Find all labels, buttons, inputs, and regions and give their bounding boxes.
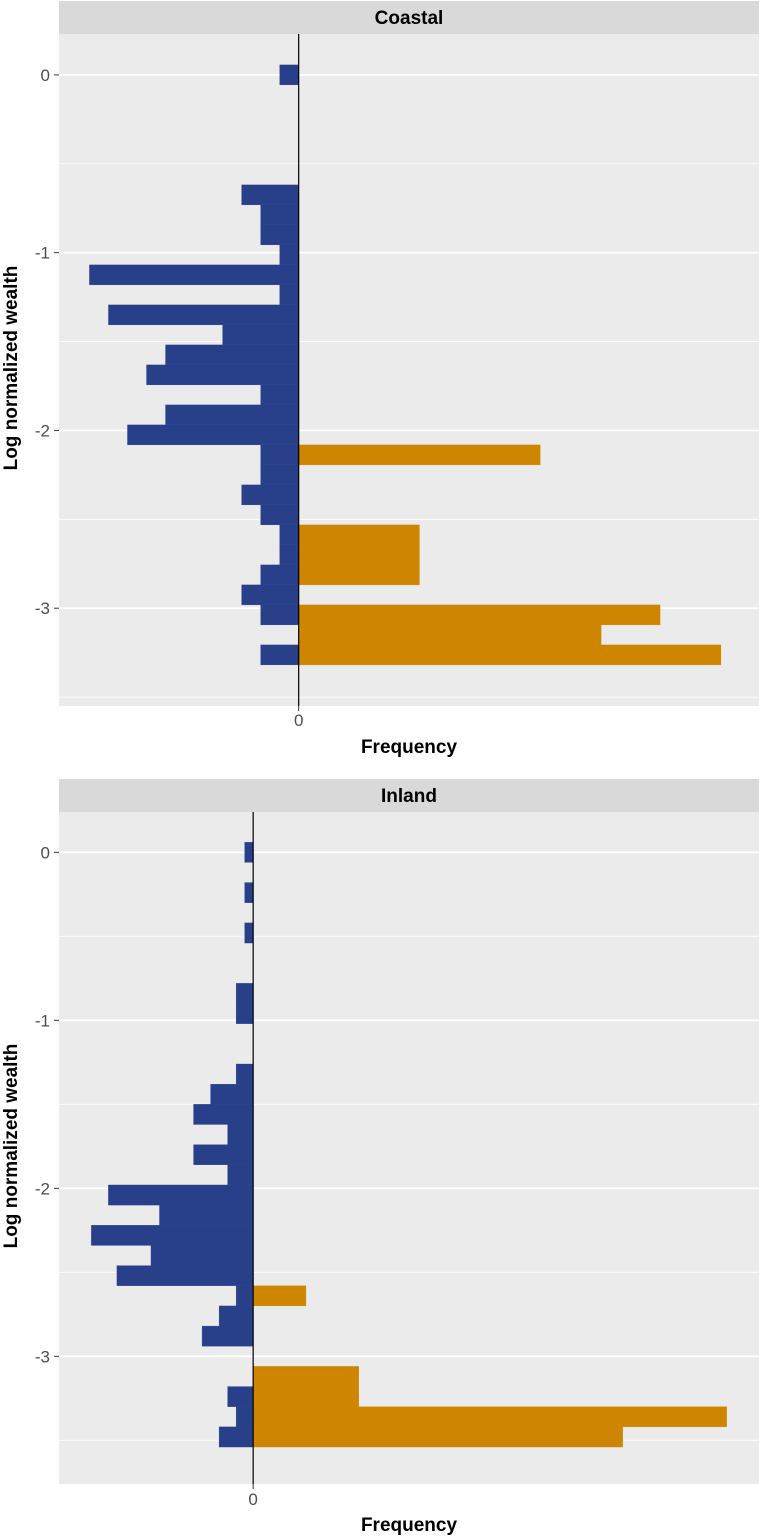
- coastal-y-tick-label: 0: [41, 66, 50, 85]
- coastal-right-bar: [298, 624, 602, 646]
- inland-left-bar: [193, 1144, 254, 1165]
- inland-y-tick-label: 0: [41, 843, 50, 862]
- inland-y-tick-labels: 0 -1 -2 -3: [35, 843, 254, 1489]
- coastal-left-bar: [260, 504, 299, 526]
- inland-left-bar: [159, 1204, 254, 1226]
- inland-left-bar: [108, 1184, 254, 1206]
- coastal-left-bar: [279, 544, 299, 566]
- inland-left-bar: [235, 983, 254, 1004]
- coastal-left-bar: [260, 204, 299, 226]
- coastal-left-bar: [279, 244, 299, 266]
- coastal-y-tick-label: -2: [35, 421, 50, 440]
- inland-left-bar: [193, 1104, 254, 1125]
- coastal-left-bar: [165, 344, 299, 366]
- inland-left-bar: [150, 1245, 254, 1266]
- coastal-left-bar: [165, 404, 299, 426]
- coastal-left-bar: [260, 644, 299, 666]
- inland-left-bar: [244, 842, 254, 863]
- inland-right-bar: [253, 1426, 623, 1448]
- inland-left-bar: [91, 1225, 254, 1246]
- inland-bars: [91, 842, 727, 1448]
- inland-y-tick-label: -3: [35, 1347, 50, 1366]
- inland-left-bar: [227, 1164, 254, 1186]
- coastal-panel: Coastal 0 -1 -2 -3 0 Frequency Log normaliz…: [1, 1, 759, 758]
- inland-panel-title: Inland: [381, 786, 437, 807]
- coastal-left-bar: [260, 564, 299, 586]
- inland-left-bar: [116, 1265, 254, 1286]
- inland-left-bar: [235, 1003, 254, 1024]
- coastal-left-bar: [222, 324, 299, 346]
- inland-left-bar: [210, 1084, 254, 1105]
- inland-left-bar: [244, 922, 254, 944]
- coastal-bars: [89, 64, 722, 666]
- inland-right-bar: [253, 1386, 359, 1407]
- coastal-y-axis-title: Log normalized wealth: [1, 266, 22, 471]
- inland-left-bar: [227, 1124, 254, 1145]
- inland-left-bar: [244, 882, 254, 903]
- inland-y-tick-label: -1: [35, 1011, 50, 1030]
- coastal-left-bar: [260, 604, 299, 626]
- coastal-left-bar: [279, 64, 299, 86]
- coastal-left-bar: [279, 284, 299, 306]
- coastal-left-bar: [260, 224, 299, 246]
- inland-left-bar: [235, 1285, 254, 1307]
- coastal-left-bar: [241, 184, 299, 206]
- inland-right-bar: [253, 1406, 727, 1428]
- inland-left-bar: [235, 1063, 254, 1085]
- coastal-left-bar: [89, 264, 299, 286]
- coastal-left-bar: [279, 524, 299, 546]
- inland-x-axis-title: Frequency: [361, 1515, 458, 1536]
- coastal-y-tick-label: -1: [35, 244, 50, 263]
- inland-y-tick-label: -2: [35, 1179, 50, 1198]
- coastal-strip: [59, 1, 759, 34]
- inland-x-tick-label-zero: 0: [248, 1490, 257, 1509]
- inland-left-bar: [218, 1305, 254, 1327]
- inland-y-axis-title: Log normalized wealth: [1, 1044, 22, 1249]
- coastal-panel-title: Coastal: [375, 8, 444, 29]
- inland-left-bar: [218, 1426, 254, 1448]
- coastal-right-bar: [298, 444, 541, 466]
- coastal-x-axis-title: Frequency: [361, 737, 458, 758]
- coastal-y-tick-labels: 0 -1 -2 -3: [35, 66, 300, 711]
- coastal-right-bar: [298, 604, 661, 626]
- inland-left-bar: [235, 1406, 254, 1428]
- coastal-y-tick-label: -3: [35, 599, 50, 618]
- coastal-right-bar: [298, 524, 420, 546]
- inland-strip: [59, 779, 759, 812]
- coastal-left-bar: [241, 484, 299, 506]
- coastal-right-bar: [298, 644, 722, 666]
- coastal-left-bar: [146, 364, 299, 386]
- coastal-left-bar: [260, 464, 299, 486]
- inland-plot-area: [59, 812, 759, 1484]
- inland-panel: Inland 0 -1 -2 -3 0 Frequency Log normalize…: [1, 779, 759, 1536]
- coastal-left-bar: [241, 584, 299, 606]
- inland-right-bar: [253, 1366, 359, 1387]
- inland-left-bar: [227, 1386, 254, 1407]
- coastal-left-bar: [260, 444, 299, 466]
- inland-left-bar: [201, 1325, 254, 1347]
- inland-right-bar: [253, 1285, 307, 1307]
- coastal-right-bar: [298, 544, 420, 566]
- coastal-left-bar: [108, 304, 299, 326]
- coastal-left-bar: [260, 384, 299, 406]
- coastal-left-bar: [127, 424, 299, 446]
- coastal-right-bar: [298, 564, 420, 586]
- coastal-x-tick-label-zero: 0: [294, 711, 303, 730]
